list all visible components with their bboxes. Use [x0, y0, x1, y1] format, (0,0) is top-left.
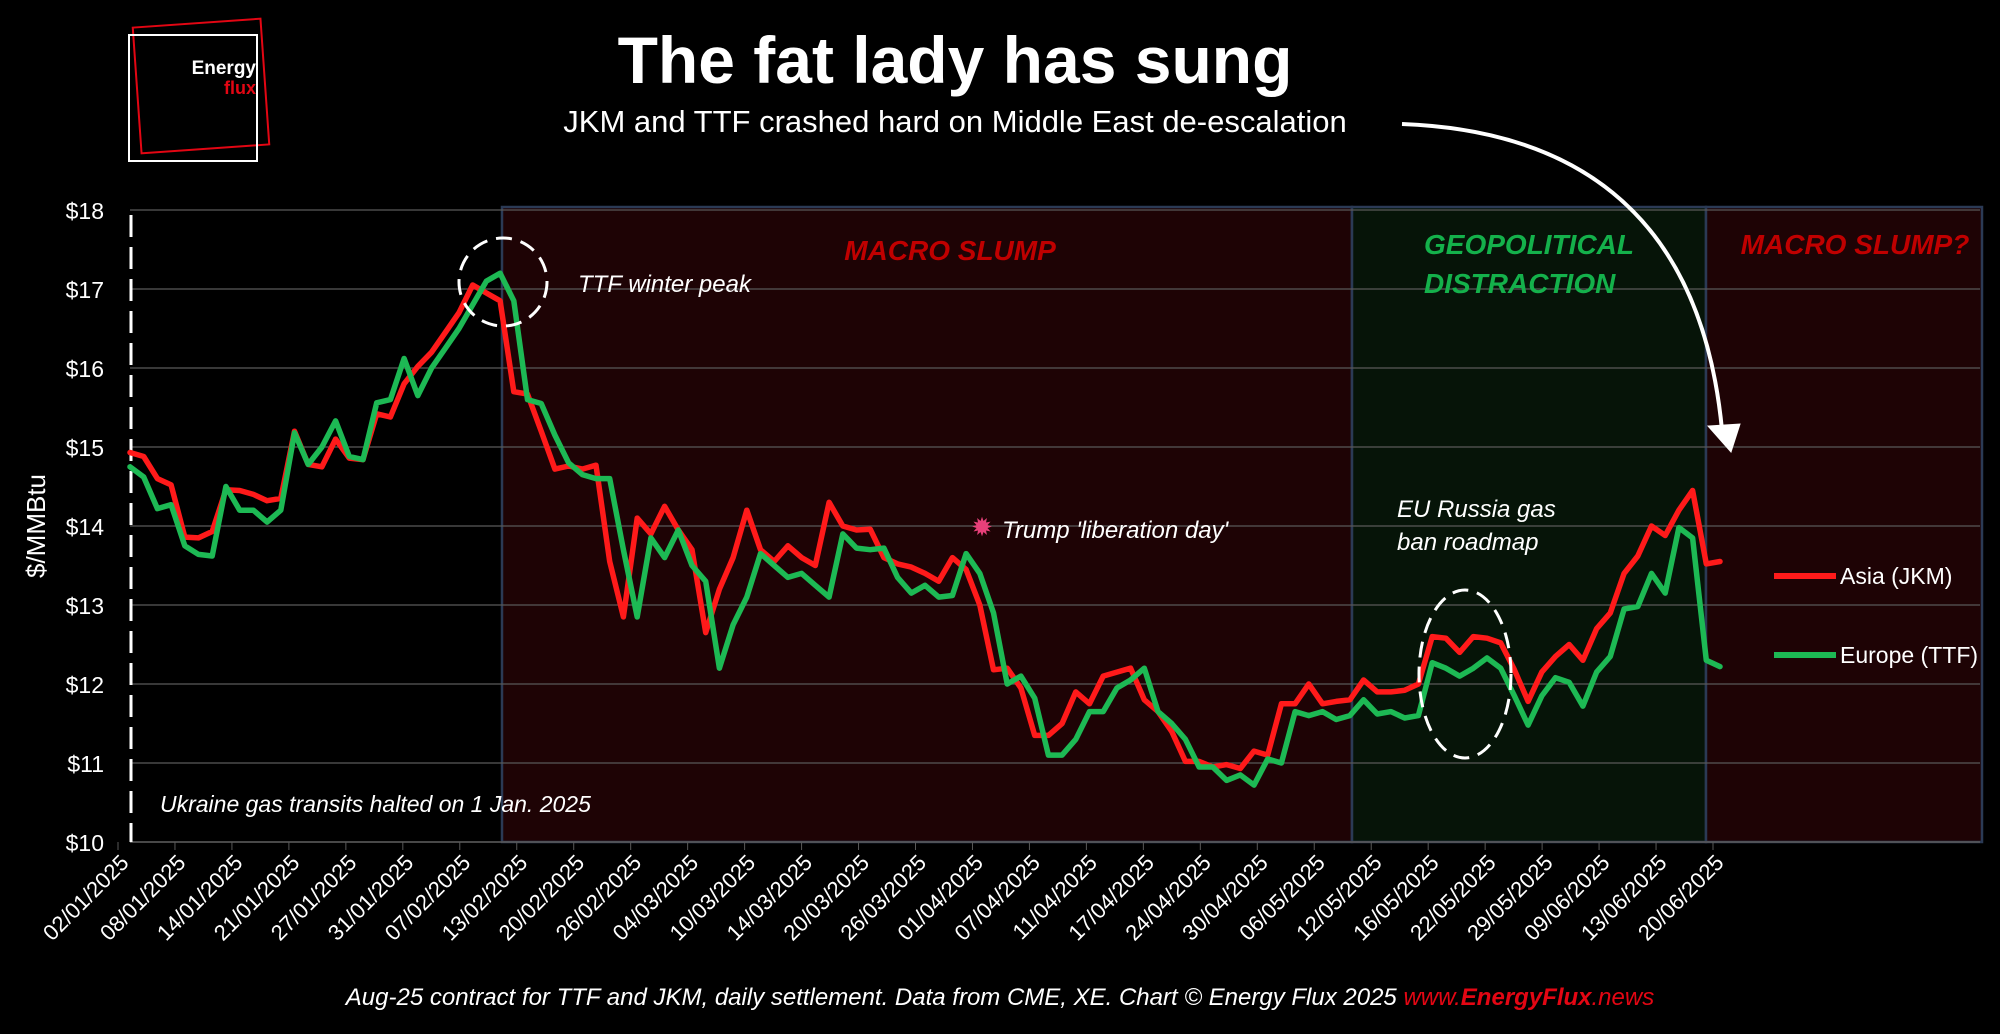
eu-russia-ellipse — [1417, 588, 1513, 760]
legend-label-ttf: Europe (TTF) — [1840, 642, 1978, 668]
region-label-geopolitical: DISTRACTION — [1424, 268, 1616, 299]
y-tick-label: $18 — [66, 198, 104, 224]
y-tick-label: $12 — [66, 672, 104, 698]
region-label-macro-slump: MACRO SLUMP — [844, 235, 1056, 266]
legend-label-jkm: Asia (JKM) — [1840, 563, 1952, 589]
logo-text-accent: flux — [223, 78, 256, 98]
pointer-arrow-head — [1706, 423, 1741, 453]
y-tick-label: $16 — [66, 356, 104, 382]
footer-link-suffix: .news — [1591, 984, 1655, 1011]
annotation-eu-russia: ban roadmap — [1397, 529, 1538, 556]
region-label-geopolitical: GEOPOLITICAL — [1424, 229, 1634, 260]
series-line-jkm — [127, 282, 1723, 772]
footer-link[interactable]: www.EnergyFlux.news — [1403, 984, 1654, 1011]
chart-subtitle: JKM and TTF crashed hard on Middle East … — [563, 104, 1347, 139]
y-tick-label: $14 — [66, 514, 105, 540]
chart-title: The fat lady has sung — [617, 23, 1293, 97]
chart-footer: Aug-25 contract for TTF and JKM, daily s… — [0, 984, 2000, 1012]
y-tick-label: $13 — [66, 593, 104, 619]
annotation-ttf-peak: TTF winter peak — [578, 271, 753, 298]
region-3 — [1704, 205, 1984, 844]
y-axis-label: $/MMBtu — [21, 474, 51, 578]
pointer-arrow-line — [1401, 122, 1724, 431]
y-tick-label: $10 — [66, 830, 104, 856]
y-tick-label: $11 — [67, 751, 104, 777]
annotation-eu-russia: EU Russia gas — [1397, 496, 1556, 523]
series-line-ttf — [127, 270, 1723, 788]
explosion-icon: ✹ — [971, 513, 993, 543]
logo-frame — [128, 34, 258, 162]
logo-text: Energy — [191, 58, 256, 79]
region-2 — [1350, 205, 1708, 844]
footer-link-bold: EnergyFlux — [1460, 984, 1592, 1011]
footer-link-prefix: www. — [1403, 984, 1461, 1011]
annotation-liberation-day: Trump 'liberation day' — [1002, 517, 1230, 544]
y-tick-label: $17 — [66, 277, 104, 303]
region-label-macro-slump-question: MACRO SLUMP? — [1741, 229, 1970, 260]
y-tick-label: $15 — [66, 435, 104, 461]
annotation-ukraine: Ukraine gas transits halted on 1 Jan. 20… — [160, 791, 591, 817]
ttf-peak-circle — [457, 236, 549, 328]
footer-source: Aug-25 contract for TTF and JKM, daily s… — [345, 984, 1404, 1011]
